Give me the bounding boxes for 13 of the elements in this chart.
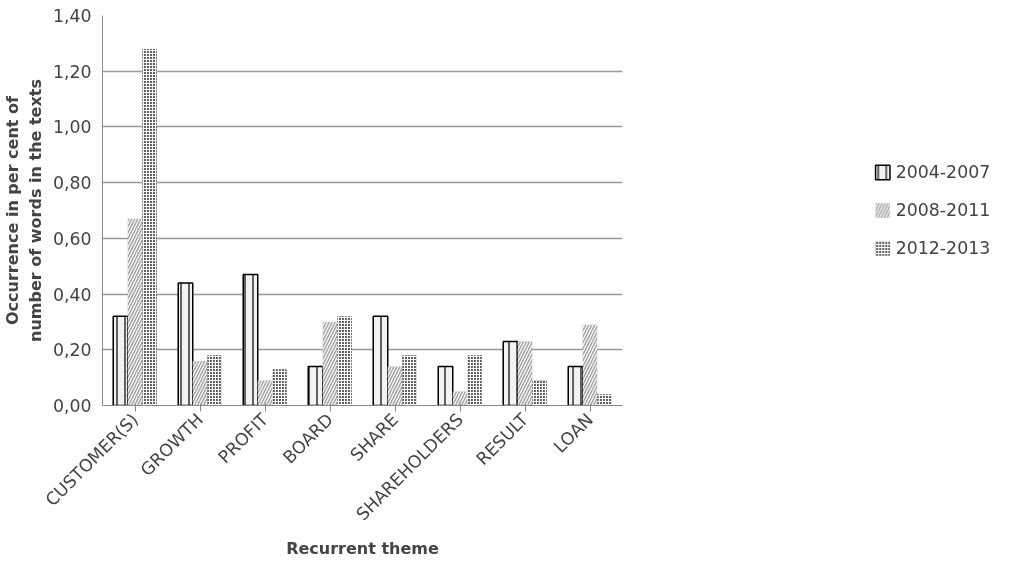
y-tick-label: 0,60 xyxy=(52,228,92,249)
legend-label: 2008-2011 xyxy=(895,200,991,220)
y-axis-title: Occurrence in per cent of number of words in the texts xyxy=(3,79,45,342)
y-tick-label: 1,40 xyxy=(52,6,92,26)
x-axis-title: Recurrent theme xyxy=(286,539,439,559)
y-tick-label: 0,20 xyxy=(52,340,92,361)
y-tick-label: 0,00 xyxy=(52,396,92,416)
legend-label: 2012-2013 xyxy=(895,238,991,258)
y-tick-label: 0,80 xyxy=(52,173,92,194)
y-tick-label: 0,40 xyxy=(52,284,92,305)
y-tick-label: 1,00 xyxy=(52,117,92,138)
legend-label: 2004-2007 xyxy=(895,162,991,182)
y-tick-label: 1,20 xyxy=(52,61,92,82)
